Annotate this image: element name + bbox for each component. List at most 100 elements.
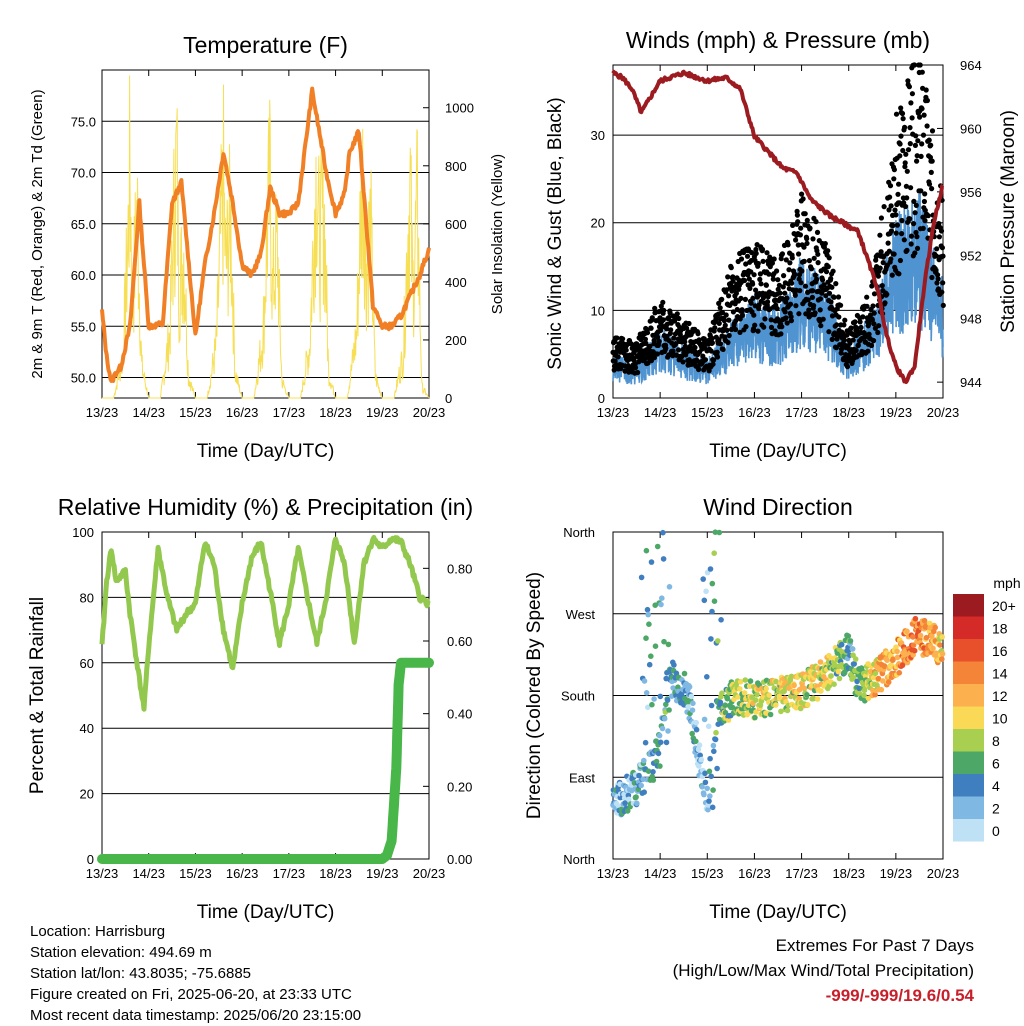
gust-point xyxy=(804,217,810,223)
colorbar-tick-label: 20+ xyxy=(992,598,1016,614)
gust-point xyxy=(717,341,724,347)
gust-point xyxy=(906,84,913,90)
y-tick-label: 75.0 xyxy=(71,114,96,129)
colorbar-tick-label: 6 xyxy=(992,756,1000,772)
direction-point xyxy=(648,653,654,659)
direction-point xyxy=(708,773,714,780)
gust-point xyxy=(888,203,894,209)
direction-point xyxy=(642,739,649,746)
gust-point xyxy=(726,317,732,323)
direction-point xyxy=(835,668,842,675)
gust-point xyxy=(786,267,792,273)
direction-point xyxy=(686,684,693,690)
direction-point xyxy=(689,730,695,737)
gust-point xyxy=(929,274,935,281)
gust-point xyxy=(852,319,858,325)
y-right-tick-label: 948 xyxy=(960,312,982,327)
x-axis-label: Time (Day/UTC) xyxy=(197,441,335,462)
gust-point xyxy=(750,281,756,287)
gust-point xyxy=(808,266,815,272)
gust-point xyxy=(864,294,870,300)
x-tick-label: 17/23 xyxy=(273,866,306,881)
direction-point xyxy=(917,632,924,639)
y-tick-label: 10 xyxy=(591,303,605,318)
direction-point xyxy=(644,606,651,613)
gust-point xyxy=(744,253,751,259)
direction-point xyxy=(685,704,691,710)
colorbar-tick-label: 14 xyxy=(992,666,1008,682)
gust-point xyxy=(908,100,914,106)
gust-point xyxy=(855,342,861,348)
direction-point xyxy=(804,692,810,698)
direction-point xyxy=(937,642,943,648)
direction-point xyxy=(939,651,946,657)
gust-point xyxy=(899,217,905,224)
gust-point xyxy=(812,272,819,278)
gust-point xyxy=(918,188,924,194)
direction-point xyxy=(872,670,879,677)
gust-point xyxy=(721,318,728,324)
gust-point xyxy=(868,342,875,349)
gust-point xyxy=(812,310,818,316)
x-tick-label: 19/23 xyxy=(880,866,913,881)
gust-point xyxy=(726,293,732,299)
direction-point xyxy=(650,777,657,783)
gust-point xyxy=(887,183,894,189)
gust-point xyxy=(800,196,806,202)
direction-point xyxy=(742,677,749,683)
gust-point xyxy=(799,191,805,197)
gust-point xyxy=(755,328,761,334)
direction-point xyxy=(836,675,843,682)
gust-point xyxy=(714,354,721,360)
direction-point xyxy=(932,624,938,631)
gust-point xyxy=(780,284,786,290)
direction-point xyxy=(875,675,882,682)
direction-point xyxy=(645,704,651,711)
direction-point xyxy=(910,642,917,648)
x-tick-label: 20/23 xyxy=(927,866,960,881)
direction-point xyxy=(817,659,824,665)
gust-point xyxy=(752,322,758,328)
gust-point xyxy=(928,169,934,175)
gust-point xyxy=(844,332,850,338)
colorbar-swatch xyxy=(953,684,984,707)
direction-point xyxy=(709,608,715,615)
colorbar-swatch xyxy=(953,774,984,797)
gust-point xyxy=(887,194,893,200)
direction-point xyxy=(753,709,759,715)
direction-point xyxy=(665,641,672,648)
gust-point xyxy=(894,222,901,228)
gust-point xyxy=(749,250,755,256)
direction-point xyxy=(655,750,662,757)
gust-point xyxy=(668,327,674,333)
gust-point xyxy=(757,271,764,277)
gust-point xyxy=(783,257,789,263)
gust-point xyxy=(722,322,728,328)
gust-point xyxy=(936,221,942,227)
x-axis-label: Time (Day/UTC) xyxy=(197,902,335,923)
gust-point xyxy=(841,322,847,328)
x-tick-label: 14/23 xyxy=(132,405,165,420)
gust-point xyxy=(815,260,821,266)
y-right-tick-label: 0.40 xyxy=(447,707,472,722)
direction-point xyxy=(640,776,646,783)
gust-point xyxy=(912,142,919,148)
chart-title: Relative Humidity (%) & Precipitation (i… xyxy=(58,494,473,520)
gust-point xyxy=(913,133,919,139)
gust-point xyxy=(826,255,832,261)
gust-point xyxy=(801,258,807,264)
direction-point xyxy=(856,690,863,697)
gust-point xyxy=(940,302,946,308)
direction-point xyxy=(896,670,903,676)
gust-point xyxy=(757,276,763,282)
gust-point xyxy=(828,299,834,305)
direction-point xyxy=(904,628,910,635)
direction-point xyxy=(712,736,719,743)
gust-point xyxy=(623,347,629,353)
direction-point xyxy=(648,559,655,565)
gust-point xyxy=(783,315,789,321)
gust-point xyxy=(866,331,872,337)
gust-point xyxy=(730,278,736,284)
gust-point xyxy=(788,314,794,320)
gust-point xyxy=(764,250,770,256)
